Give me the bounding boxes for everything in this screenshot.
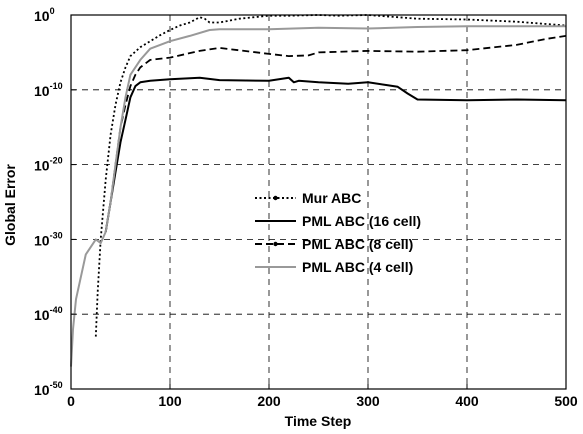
legend-label-0: Mur ABC — [302, 190, 361, 206]
grid-lines — [71, 15, 566, 389]
x-tick-label: 300 — [356, 393, 380, 409]
legend-label-3: PML ABC (4 cell) — [302, 259, 413, 275]
series-line-0 — [94, 14, 567, 337]
y-axis-ticks: 100 10-10 10-20 10-30 10-40 10-50 — [34, 6, 76, 398]
x-tick-label: 400 — [455, 393, 479, 409]
x-tick-label: 100 — [158, 393, 182, 409]
legend-marker-2 — [273, 241, 278, 247]
legend-label-2: PML ABC (8 cell) — [302, 236, 413, 252]
plot-frame — [70, 14, 567, 390]
series-line-1 — [104, 76, 567, 233]
y-tick-label: 100 — [34, 6, 55, 24]
x-tick-label: 200 — [257, 393, 281, 409]
y-axis-label: Global Error — [2, 164, 18, 246]
series-line-2 — [104, 35, 567, 233]
y-tick-label: 10-40 — [34, 305, 63, 323]
x-axis-ticks: 0 100 200 300 400 500 — [67, 384, 578, 409]
x-tick-label: 500 — [554, 393, 578, 409]
legend-label-1: PML ABC (16 cell) — [302, 213, 421, 229]
x-tick-label: 0 — [67, 393, 75, 409]
legend: Mur ABC PML ABC (16 cell) PML ABC (8 cell)… — [255, 190, 421, 275]
y-tick-label: 10-50 — [34, 380, 63, 398]
series-layer — [70, 14, 567, 367]
legend-marker-0 — [273, 195, 278, 201]
y-tick-label: 10-20 — [34, 156, 63, 174]
y-tick-label: 10-10 — [34, 81, 63, 99]
y-tick-label: 10-30 — [34, 230, 63, 248]
series-line-3 — [70, 25, 566, 367]
x-axis-label: Time Step — [285, 413, 352, 429]
